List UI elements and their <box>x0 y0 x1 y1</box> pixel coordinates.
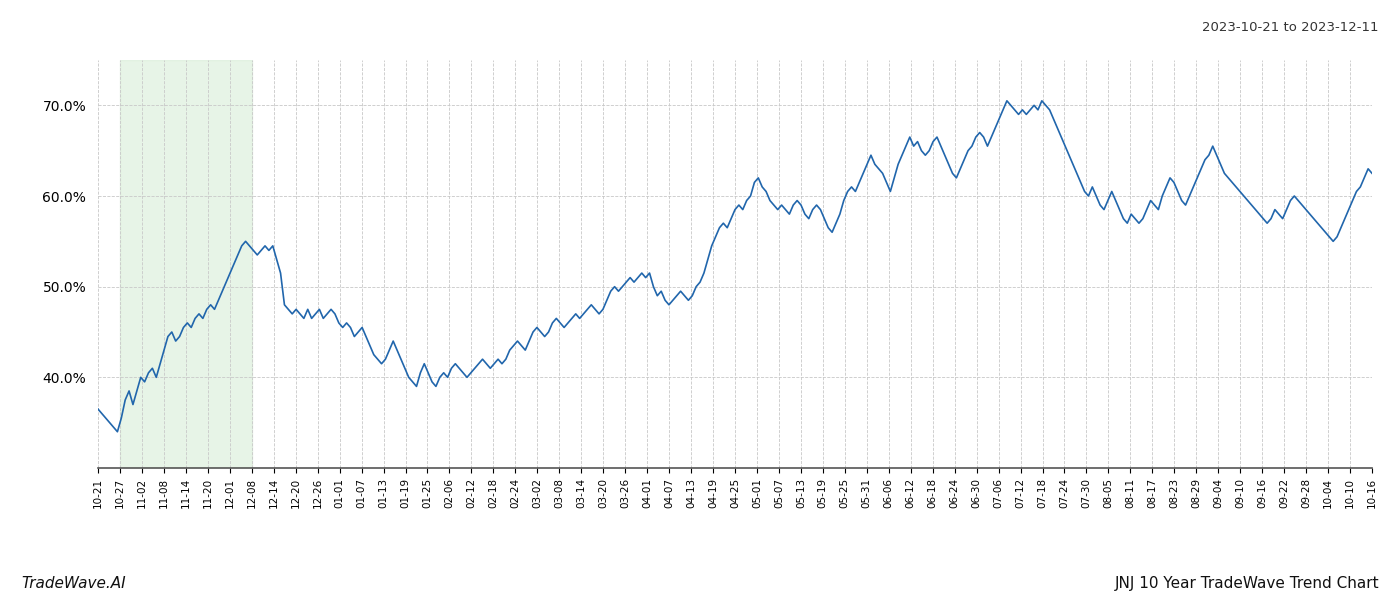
Text: TradeWave.AI: TradeWave.AI <box>21 576 126 591</box>
Text: JNJ 10 Year TradeWave Trend Chart: JNJ 10 Year TradeWave Trend Chart <box>1114 576 1379 591</box>
Bar <box>120 60 252 468</box>
Text: 2023-10-21 to 2023-12-11: 2023-10-21 to 2023-12-11 <box>1203 21 1379 34</box>
